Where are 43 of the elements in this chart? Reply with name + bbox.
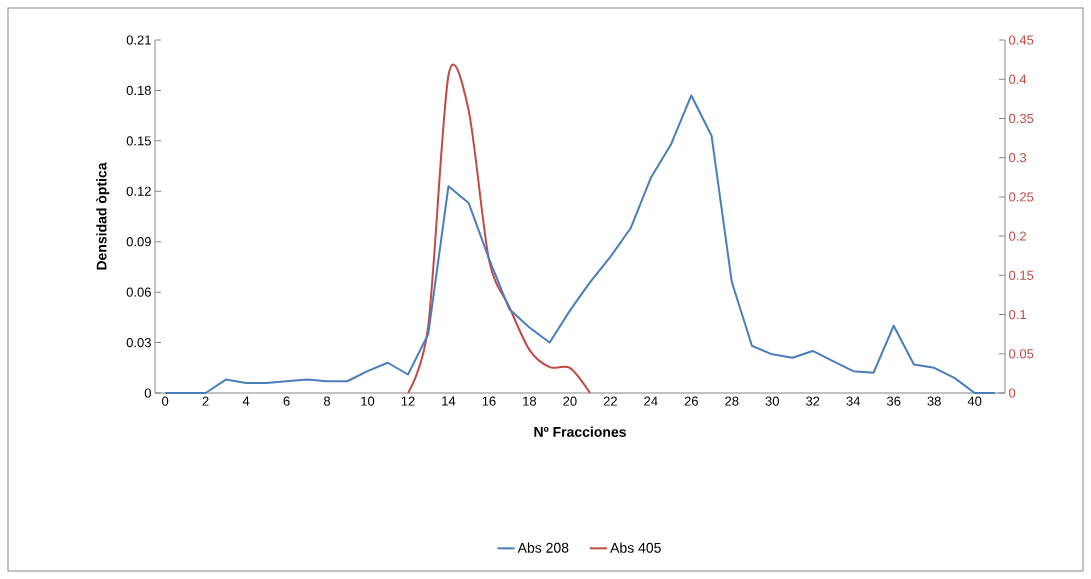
x-tick-label: 22	[603, 396, 617, 406]
x-tick-label: 32	[806, 396, 820, 406]
y-axis-title: Densidad òptica	[96, 162, 110, 270]
y2-tick-label: 0.05	[1009, 349, 1034, 359]
y2-tick-label: 0.3	[1009, 153, 1027, 163]
y-tick-label: 0.03	[126, 337, 151, 348]
x-tick-label: 28	[725, 396, 739, 406]
legend-label: Abs 208	[517, 542, 569, 553]
x-tick-label: 20	[563, 396, 577, 406]
y-tick-label: 0.18	[126, 85, 151, 96]
y2-tick-label: 0.35	[1009, 113, 1034, 124]
y-tick-label: 0.06	[126, 287, 151, 297]
x-tick-label: 14	[442, 396, 456, 406]
y2-tick-label: 0	[1009, 388, 1016, 398]
x-tick-label: 36	[886, 396, 901, 406]
x-tick-label: 34	[846, 396, 861, 406]
y-tick-label: 0.12	[126, 186, 151, 196]
y-tick-label: 0.15	[126, 136, 151, 146]
x-tick-label: 10	[361, 396, 375, 406]
x-tick-label: 8	[323, 396, 331, 406]
x-tick-label: 30	[765, 396, 779, 406]
x-tick-label: 24	[644, 396, 658, 406]
y2-tick-label: 0.1	[1009, 309, 1026, 320]
x-tick-label: 38	[927, 396, 941, 406]
x-tick-label: 12	[401, 396, 415, 406]
x-tick-label: 4	[242, 396, 250, 406]
y2-tick-label: 0.2	[1009, 231, 1026, 241]
x-tick-label: 6	[283, 396, 290, 406]
x-tick-label: 18	[523, 396, 537, 406]
y2-tick-label: 0.25	[1009, 192, 1034, 202]
x-tick-label: 2	[202, 396, 209, 406]
y-tick-label: 0.21	[126, 35, 151, 45]
x-tick-label: 16	[482, 396, 496, 406]
y2-tick-label: 0.15	[1009, 270, 1034, 280]
x-tick-label: 26	[684, 396, 698, 406]
y2-tick-label: 0.4	[1009, 74, 1027, 84]
x-tick-label: 40	[967, 396, 982, 406]
y2-tick-label: 0.45	[1009, 35, 1034, 45]
x-tick-label: 0	[162, 396, 169, 406]
x-axis-title: Nº Fracciones	[534, 426, 626, 437]
legend-label: Abs 405	[610, 542, 661, 553]
y-tick-label: 0.09	[126, 237, 151, 247]
y-tick-label: 0	[144, 388, 151, 398]
